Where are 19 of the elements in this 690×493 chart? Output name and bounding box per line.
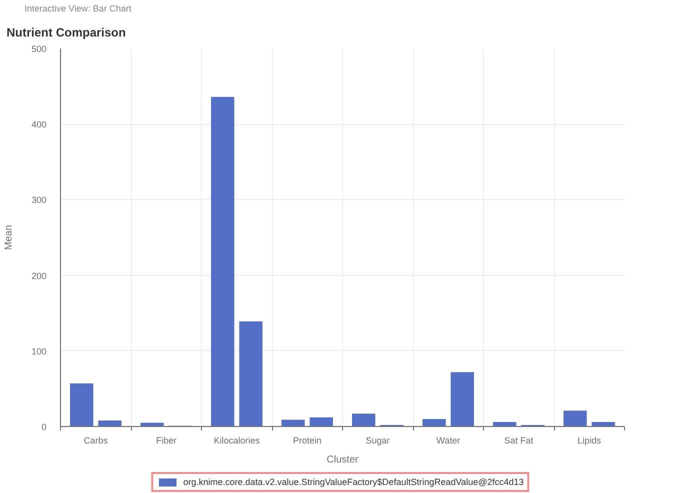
x-tick-label: Lipids [577,436,602,446]
y-axis-title: Mean [3,224,14,250]
x-tick-label: Protein [292,436,322,446]
x-tick-label: Carbs [84,436,108,446]
x-tick-label: Fiber [156,436,177,446]
y-tick-label: 300 [31,195,47,206]
x-tick-label: Water [436,436,460,446]
y-tick-label: 100 [31,346,47,356]
x-axis-title: Cluster [326,454,360,466]
y-tick-label: 200 [31,270,47,281]
text: Interactive View: Bar Chart [24,4,132,14]
y-tick-label: 0 [41,422,47,432]
x-tick-label: Sugar [366,436,390,446]
x-tick-label: Kilocalories [214,436,260,446]
y-tick-label: 500 [31,44,47,54]
legend-label: org.knime.core.data.v2.value.StringValueFactory$DefaultStringReadValue@2fcc4d13 [183,477,524,487]
chart-title: Nutrient Comparison [6,26,126,40]
x-tick-label: Sat Fat [504,436,534,446]
y-tick-label: 400 [31,120,47,130]
